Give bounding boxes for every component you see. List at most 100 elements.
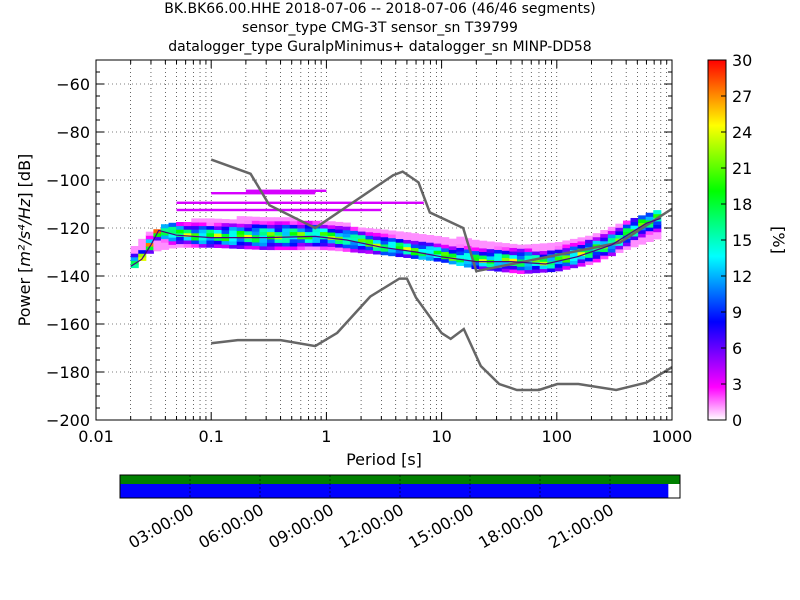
heat-cell bbox=[191, 240, 200, 245]
heat-cell bbox=[638, 229, 647, 234]
heat-cell bbox=[221, 226, 230, 231]
heat-cell bbox=[236, 241, 245, 246]
timeline-tick-label: 12:00:00 bbox=[335, 500, 407, 552]
colorbar-tick-label: 27 bbox=[732, 87, 752, 106]
heat-cell bbox=[312, 231, 321, 236]
nlnm-curve bbox=[211, 277, 672, 392]
heat-cell bbox=[213, 233, 223, 238]
heat-cell bbox=[229, 222, 238, 228]
heat-cell bbox=[335, 247, 344, 252]
heat-cell bbox=[289, 238, 298, 243]
heat-cell bbox=[153, 236, 162, 241]
heat-cell bbox=[448, 245, 457, 250]
heat-cell bbox=[622, 238, 632, 243]
heat-cell bbox=[145, 246, 154, 251]
heat-cell bbox=[585, 257, 594, 262]
psd-heatmap bbox=[130, 189, 662, 274]
heat-cell bbox=[486, 241, 495, 246]
heat-cell bbox=[600, 247, 609, 253]
heat-cell bbox=[554, 263, 563, 268]
heat-cell bbox=[160, 242, 170, 247]
heat-cell bbox=[320, 228, 329, 233]
heat-cell bbox=[388, 248, 397, 253]
heat-cell bbox=[539, 254, 548, 259]
heat-cell bbox=[213, 222, 223, 227]
heat-cell bbox=[206, 229, 215, 234]
heat-cell bbox=[357, 245, 366, 250]
heat-cell bbox=[153, 240, 162, 245]
heat-cell bbox=[456, 247, 465, 252]
heat-cell bbox=[554, 260, 563, 265]
heat-cell bbox=[456, 236, 465, 241]
heat-cell bbox=[153, 243, 162, 248]
heat-cell bbox=[373, 232, 382, 237]
heat-cell bbox=[327, 228, 336, 233]
heat-cell bbox=[410, 240, 419, 245]
heat-cell bbox=[176, 236, 185, 241]
heat-cell bbox=[403, 250, 412, 255]
heat-cell bbox=[509, 269, 518, 274]
heat-cell bbox=[569, 256, 579, 261]
heat-cell bbox=[274, 217, 283, 222]
heat-cell bbox=[516, 255, 526, 260]
heat-cell bbox=[282, 246, 291, 251]
heat-cell bbox=[335, 225, 344, 230]
heat-cell bbox=[342, 222, 351, 227]
heat-cell bbox=[251, 241, 260, 247]
y-axis-label: Power [m²/s⁴/Hz] [dB] bbox=[15, 154, 34, 327]
heat-cell bbox=[645, 227, 654, 232]
heat-cell bbox=[622, 220, 632, 225]
heat-cell bbox=[206, 225, 215, 230]
heat-cell bbox=[448, 249, 457, 254]
heat-cell bbox=[441, 251, 450, 256]
heat-cell bbox=[516, 248, 526, 253]
heat-cell bbox=[342, 229, 351, 234]
heat-cell bbox=[282, 217, 291, 222]
heat-cell bbox=[244, 241, 253, 246]
heat-cell bbox=[206, 232, 215, 237]
heat-cell bbox=[524, 265, 533, 271]
y-axis-label-prefix: Power [ bbox=[15, 267, 34, 327]
heat-cell bbox=[516, 262, 526, 267]
heat-cell bbox=[357, 249, 366, 254]
heat-cell bbox=[645, 223, 654, 228]
heat-cell bbox=[441, 240, 450, 245]
heat-cell bbox=[433, 257, 442, 262]
heat-cell bbox=[547, 264, 556, 269]
heat-cell bbox=[327, 246, 336, 251]
heat-cell bbox=[577, 244, 586, 249]
heat-cell bbox=[441, 258, 450, 263]
colorbar-tick-label: 6 bbox=[732, 339, 742, 358]
timeline-tick-label: 06:00:00 bbox=[195, 500, 267, 552]
heat-cell bbox=[456, 251, 465, 256]
heat-cell bbox=[130, 246, 139, 251]
heat-cell bbox=[176, 243, 185, 248]
heat-cell bbox=[509, 247, 518, 252]
heat-cell bbox=[206, 222, 215, 227]
heat-cell bbox=[236, 244, 245, 249]
heat-cell bbox=[433, 243, 442, 248]
heat-cell bbox=[206, 240, 215, 245]
heat-cell bbox=[403, 235, 412, 240]
heat-cell bbox=[395, 238, 404, 243]
heat-cell bbox=[191, 218, 200, 223]
x-tick-label: 100 bbox=[542, 427, 573, 446]
heat-cell bbox=[630, 225, 639, 230]
heat-cell bbox=[509, 254, 518, 259]
heat-cell bbox=[342, 244, 351, 249]
heat-cell bbox=[554, 256, 563, 261]
heat-cell bbox=[577, 240, 586, 246]
heat-cell bbox=[403, 253, 412, 258]
heat-cell bbox=[395, 249, 404, 254]
heat-cell bbox=[282, 224, 291, 229]
heat-cell bbox=[524, 269, 533, 274]
heat-cell bbox=[532, 243, 541, 248]
heat-cell bbox=[653, 220, 662, 226]
heat-cell bbox=[380, 240, 389, 245]
heat-cell bbox=[259, 231, 268, 236]
heat-cell bbox=[259, 242, 268, 247]
heat-cell bbox=[244, 227, 253, 232]
heat-cell bbox=[145, 242, 154, 247]
colorbar-tick-label: 30 bbox=[732, 51, 752, 70]
